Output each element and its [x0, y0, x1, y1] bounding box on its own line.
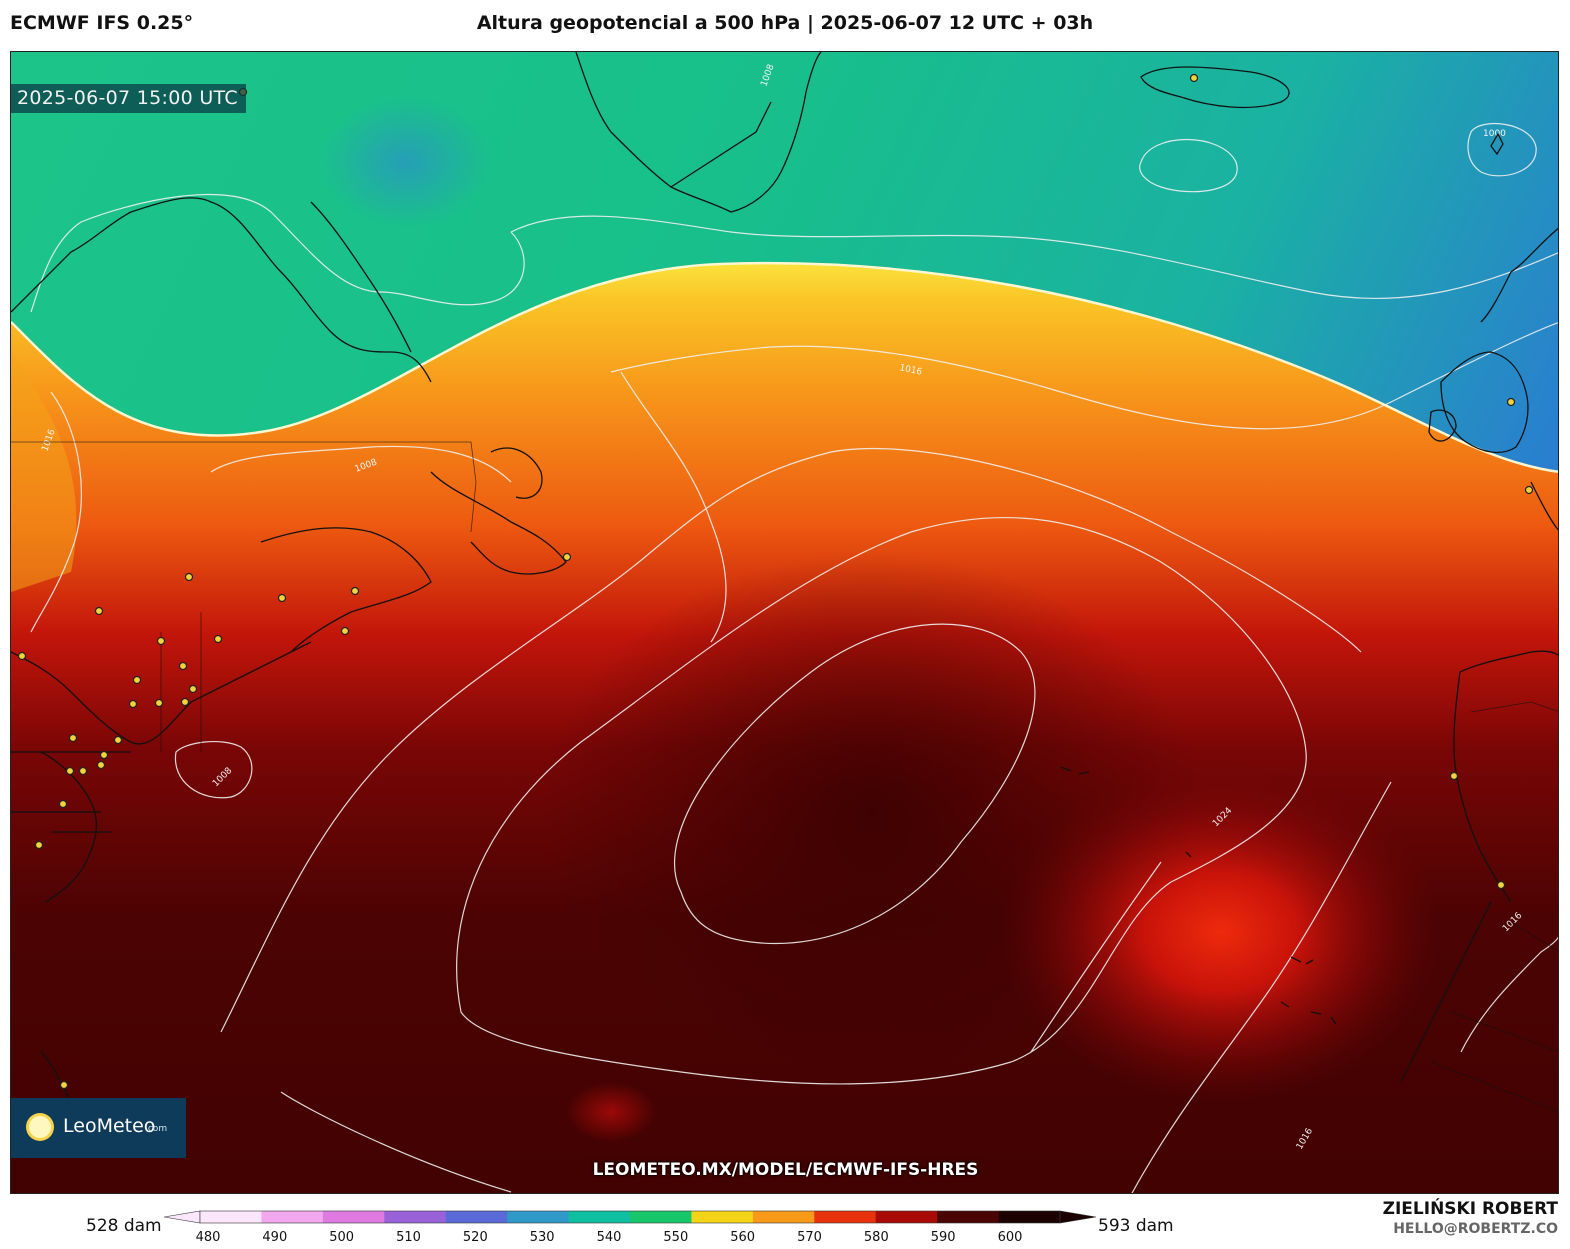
legend-tick-label: 560	[730, 1230, 756, 1245]
legend-tick-label: 530	[529, 1230, 555, 1245]
color-legend: 528 dam 480 490 500 510 520 530 540 550 560 570 58…	[0, 1198, 1570, 1249]
legend-outline	[199, 1210, 1061, 1224]
legend-tick-label: 590	[930, 1230, 956, 1245]
geopotential-map: 1008 1016 1024 1000 1008 1016 1008 1016 …	[11, 52, 1558, 1193]
legend-tick-label: 490	[262, 1230, 288, 1245]
legend-color-swatch	[200, 1211, 262, 1223]
legend-tick-label: 500	[329, 1230, 355, 1245]
legend-color-swatch	[691, 1211, 754, 1223]
city-markers	[17, 73, 1534, 1090]
legend-max-arrow	[1059, 1210, 1097, 1224]
legend-tick-label: 480	[195, 1230, 221, 1245]
isobar-label: 1016	[898, 363, 923, 378]
author-email: HELLO@ROBERTZ.CO	[1393, 1221, 1558, 1237]
logo-tld: .com	[145, 1124, 168, 1134]
legend-color-swatch	[384, 1211, 447, 1223]
legend-tick-label: 510	[396, 1230, 421, 1245]
map-panel: 1008 1016 1024 1000 1008 1016 1008 1016 …	[10, 51, 1559, 1194]
isobar-contours	[30, 123, 1558, 1193]
legend-color-swatch	[261, 1211, 324, 1223]
legend-tick-label: 550	[663, 1230, 689, 1245]
isobar-label: 1000	[1483, 129, 1506, 139]
legend-tick-label: 520	[462, 1230, 488, 1245]
left-warm-band	[11, 352, 77, 592]
legend-tick-label: 600	[997, 1230, 1023, 1245]
legend-color-swatch	[998, 1211, 1061, 1223]
source-url: LEOMETEO.MX/MODEL/ECMWF-IFS-HRES	[592, 1160, 979, 1180]
chart-title: Altura geopotencial a 500 hPa | 2025-06-…	[476, 12, 1094, 34]
logo-name: LeoMeteo	[63, 1115, 156, 1137]
legend-min-label: 528 dam	[86, 1216, 162, 1236]
legend-color-swatch	[507, 1211, 570, 1223]
legend-color-swatch	[875, 1211, 938, 1223]
legend-color-swatch	[630, 1211, 692, 1223]
legend-color-swatch	[568, 1211, 631, 1223]
legend-tick-label: 570	[797, 1230, 822, 1245]
legend-color-swatch	[322, 1211, 385, 1223]
legend-tick-label: 580	[863, 1230, 889, 1245]
leometeo-logo: LeoMeteo .com	[11, 1098, 186, 1158]
legend-min-arrow	[163, 1210, 201, 1224]
small-warm-spot	[566, 1082, 656, 1142]
valid-time-label: 2025-06-07 15:00 UTC	[11, 84, 246, 113]
model-label: ECMWF IFS 0.25°	[10, 12, 194, 34]
cold-pool	[321, 97, 491, 227]
legend-color-swatch	[752, 1211, 815, 1223]
legend-colorbar	[163, 1210, 1097, 1224]
legend-max-label: 593 dam	[1098, 1216, 1174, 1236]
legend-color-swatch	[937, 1211, 1000, 1223]
boundary-contour	[11, 261, 1558, 473]
legend-color-swatch	[814, 1211, 877, 1223]
author-credit: ZIELIŃSKI ROBERT	[1382, 1199, 1558, 1219]
sun-icon	[29, 1116, 51, 1138]
legend-color-swatch	[445, 1211, 508, 1223]
legend-tick-label: 540	[596, 1230, 622, 1245]
